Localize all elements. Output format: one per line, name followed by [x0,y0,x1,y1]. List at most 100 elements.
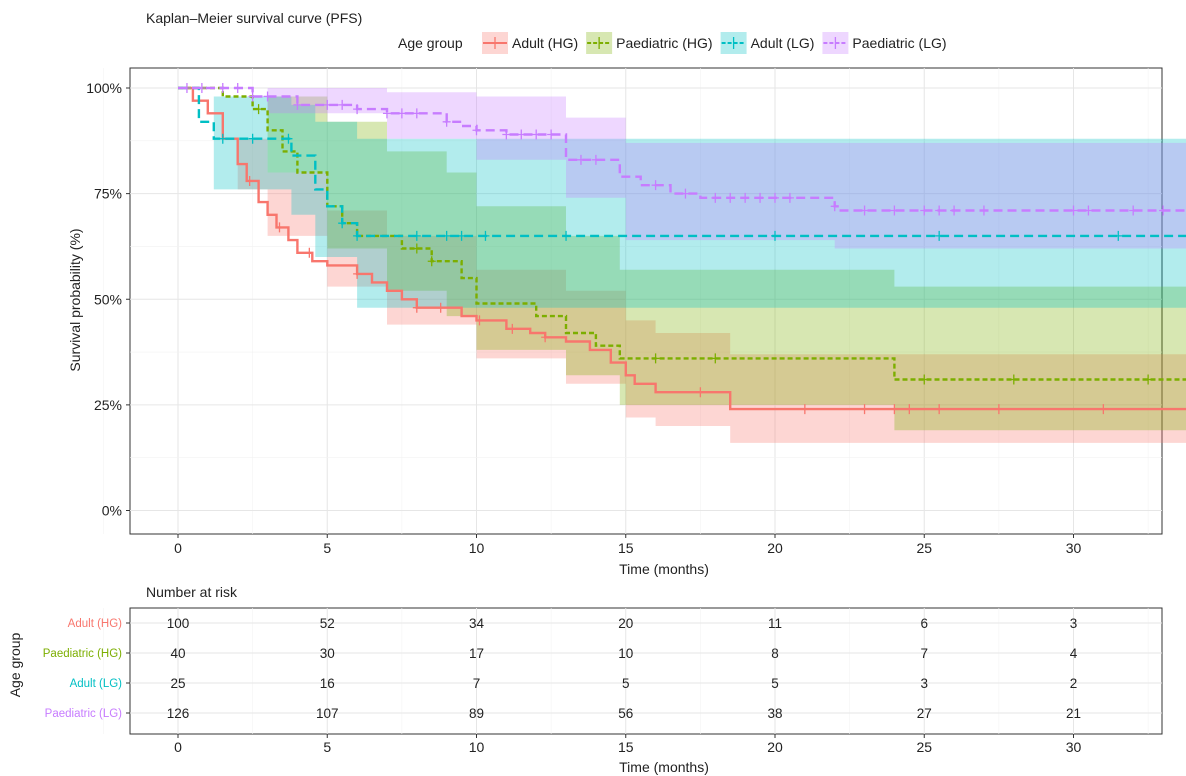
y-tick-label: 0% [102,503,122,519]
risk-count: 2 [1070,676,1078,691]
censor-mark [979,205,988,216]
censor-mark [547,129,556,140]
y-tick-label: 25% [94,397,122,413]
censor-mark [1129,205,1138,216]
censor-mark [248,133,257,144]
censor-mark [860,404,869,415]
risk-count: 27 [917,706,932,721]
risk-count: 8 [771,646,779,661]
censor-mark [935,230,944,241]
risk-count: 52 [320,616,335,631]
legend-label-adult-hg: Adult (HG) [512,35,578,51]
survival-line-paediatric-hg [178,86,1186,381]
x-tick-label: 25 [916,540,932,556]
risk-x-tick-label: 0 [174,739,182,755]
y-axis-label: Survival probability (%) [67,228,83,371]
censor-mark [651,353,660,364]
y-tick-label: 75% [94,186,122,202]
censor-mark [353,268,362,279]
risk-x-tick-label: 25 [916,739,932,755]
censor-mark [353,230,362,241]
y-tick-label: 100% [86,80,122,96]
risk-table-title: Number at risk [146,584,238,600]
risk-count: 7 [473,676,481,691]
censor-mark [785,192,794,203]
x-tick-label: 5 [323,540,331,556]
risk-count: 16 [320,676,335,691]
censor-mark [1114,230,1123,241]
censor-mark [481,230,490,241]
censor-mark [338,218,347,229]
risk-count: 34 [469,616,485,631]
risk-table-x-axis-label: Time (months) [619,759,709,775]
y-tick-label: 50% [94,291,122,307]
chart-title: Kaplan–Meier survival curve (PFS) [146,10,362,26]
censor-mark [472,125,481,136]
risk-count: 40 [170,646,185,661]
plot-panel: 0%25%50%75%100%0510152025303540455055606… [86,67,1186,556]
survival-line-adult-lg [178,86,1186,238]
survival-line-adult-hg [178,86,1186,411]
censor-mark [305,247,314,258]
gridlines [103,68,1162,534]
x-tick-label: 10 [469,540,485,556]
censor-mark [741,192,750,203]
legend-label-paediatric-lg: Paediatric (LG) [852,35,946,51]
x-tick-label: 15 [618,540,634,556]
x-axis-label: Time (months) [619,561,709,577]
risk-count: 56 [618,706,633,721]
survival-line-paediatric-lg [178,86,1186,212]
censor-mark [397,108,406,119]
censor-mark [681,188,690,199]
censor-mark [756,192,765,203]
censor-mark [935,404,944,415]
risk-count: 30 [320,646,335,661]
censor-mark [905,404,914,415]
censor-mark [920,374,929,385]
risk-row-label-adult-lg: Adult (LG) [70,678,123,690]
risk-count: 126 [167,706,190,721]
censor-mark [323,99,332,110]
legend: Age group Adult (HG) Paediatric (HG) Adult… [398,32,947,54]
risk-count: 6 [920,616,928,631]
censor-mark [591,154,600,165]
censor-mark [293,99,302,110]
censor-mark [711,353,720,364]
censor-mark [994,404,1003,415]
ci-band-adult-lg [178,88,1186,308]
x-tick-label: 0 [174,540,182,556]
risk-count: 4 [1070,646,1078,661]
censor-mark [541,332,550,343]
risk-count: 7 [920,646,928,661]
risk-x-tick-label: 30 [1066,739,1082,755]
risk-x-tick-label: 10 [469,739,485,755]
censor-mark [245,175,254,186]
legend-label-adult-lg: Adult (LG) [751,35,815,51]
censor-mark [427,256,436,267]
censor-mark [182,83,191,93]
censor-mark [218,83,227,93]
risk-count: 25 [170,676,185,691]
censor-mark [263,91,272,102]
censor-mark [771,192,779,203]
censor-mark [197,83,206,93]
risk-table: Adult (HG)10052342011631100000Paediatric… [43,607,1163,755]
risk-count: 20 [618,616,633,631]
censor-mark [1144,374,1153,385]
censor-mark [711,192,720,203]
risk-row-label-paediatric-hg: Paediatric (HG) [43,648,122,660]
risk-count: 5 [622,676,630,691]
censor-mark [412,243,421,254]
risk-count: 21 [1066,706,1081,721]
censor-mark [275,222,284,233]
ci-band-paediatric-lg [178,88,1186,249]
censor-mark [532,129,541,140]
risk-count: 10 [618,646,633,661]
censor-mark [218,133,227,144]
risk-table-border [129,607,1163,735]
risk-count: 5 [771,676,779,691]
risk-count: 89 [469,706,484,721]
risk-table-row-axis-label: Age group [7,632,23,697]
censor-mark [502,129,511,140]
